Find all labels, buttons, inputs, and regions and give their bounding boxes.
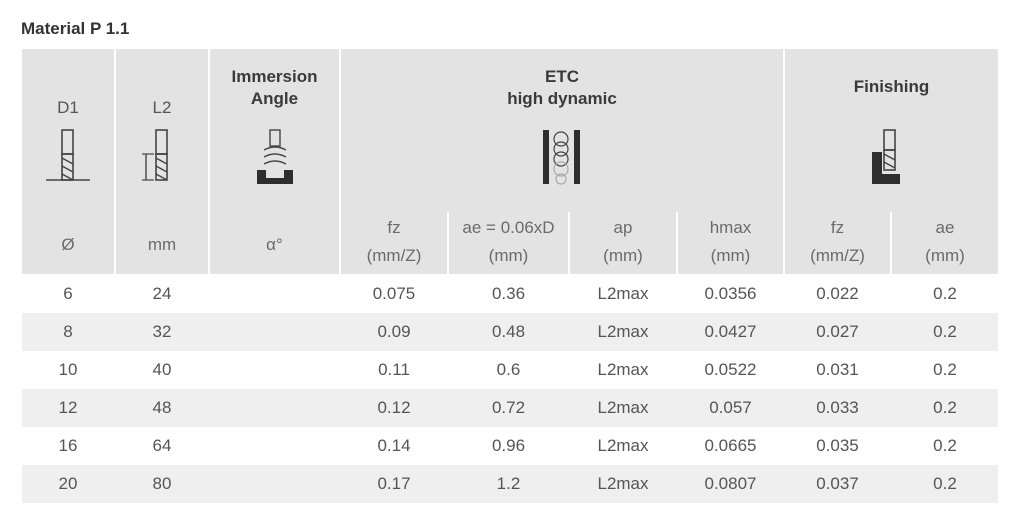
- unit-l2: mm: [147, 235, 177, 254]
- cell-ap: L2max: [597, 322, 649, 341]
- cell-l2: 40: [152, 360, 172, 379]
- cell-fz: 0.09: [377, 322, 411, 341]
- unit-hmax: hmax (mm): [709, 218, 752, 265]
- unit-ap: ap (mm): [603, 218, 643, 265]
- cell-ae-finishing: 0.2: [933, 398, 957, 417]
- cell-ae-etc: 0.6: [496, 360, 521, 379]
- cell-d1: 10: [58, 360, 78, 379]
- header-d1: D1: [57, 98, 79, 117]
- table-row: 8 32 0.09 0.48 L2max 0.0427 0.027 0.2: [22, 313, 998, 351]
- cell-fz-finishing: 0.037: [816, 474, 859, 493]
- cell-angle: [210, 351, 339, 389]
- unit-fz: fz (mm/Z): [366, 218, 422, 265]
- unit-angle: α°: [266, 235, 283, 254]
- cell-hmax: 0.0427: [704, 322, 757, 341]
- cell-ae-etc: 1.2: [496, 474, 521, 493]
- cell-ap: L2max: [597, 398, 649, 417]
- cell-fz-finishing: 0.022: [816, 284, 859, 303]
- cell-ap: L2max: [597, 474, 649, 493]
- unit-ae-etc: ae = 0.06xD (mm): [462, 218, 555, 265]
- cell-ap: L2max: [597, 436, 649, 455]
- column-divider: [783, 49, 785, 274]
- etc-trochoidal-icon: [543, 130, 580, 185]
- cell-hmax: 0.0522: [704, 360, 757, 379]
- cell-angle: [210, 389, 339, 427]
- column-divider: [339, 49, 341, 274]
- cell-angle: [210, 313, 339, 351]
- cell-hmax: 0.0356: [704, 284, 757, 303]
- table-header: [22, 49, 998, 274]
- cell-hmax: 0.057: [709, 398, 752, 417]
- cell-ae-etc: 0.96: [491, 436, 526, 455]
- cell-ap: L2max: [597, 360, 649, 379]
- cell-l2: 64: [152, 436, 172, 455]
- cell-ae-finishing: 0.2: [933, 284, 957, 303]
- cell-d1: 8: [63, 322, 73, 341]
- column-divider: [890, 212, 892, 274]
- cell-l2: 80: [152, 474, 172, 493]
- column-divider: [568, 212, 570, 274]
- cell-angle: [210, 427, 339, 465]
- cell-d1: 6: [63, 284, 73, 303]
- cell-fz: 0.17: [377, 474, 411, 493]
- immersion-angle-icon: [257, 129, 293, 184]
- finishing-icon: [872, 129, 900, 184]
- table-row: 6 24 0.075 0.36 L2max 0.0356 0.022 0.2: [22, 275, 998, 313]
- cell-l2: 48: [152, 398, 172, 417]
- cell-ae-etc: 0.72: [491, 398, 526, 417]
- cell-ae-finishing: 0.2: [933, 474, 957, 493]
- cell-hmax: 0.0665: [704, 436, 757, 455]
- unit-fz-finishing: fz (mm/Z): [810, 218, 865, 265]
- cell-angle: [210, 275, 339, 313]
- header-etc-high-dynamic: ETC high dynamic: [507, 67, 617, 108]
- cell-fz-finishing: 0.035: [816, 436, 859, 455]
- cell-fz: 0.14: [377, 436, 411, 455]
- column-divider: [676, 212, 678, 274]
- cell-ae-etc: 0.36: [491, 284, 526, 303]
- table-row: 12 48 0.12 0.72 L2max 0.057 0.033 0.2: [22, 389, 998, 427]
- cell-d1: 12: [58, 398, 78, 417]
- end-mill-diameter-icon: [46, 129, 90, 181]
- unit-d1: Ø: [61, 235, 75, 254]
- cell-ae-finishing: 0.2: [933, 360, 957, 379]
- table-row: 16 64 0.14 0.96 L2max 0.0665 0.035 0.2: [22, 427, 998, 465]
- cell-angle: [210, 465, 339, 503]
- cell-l2: 24: [152, 284, 172, 303]
- table-row: 10 40 0.11 0.6 L2max 0.0522 0.031 0.2: [22, 351, 998, 389]
- header-immersion-angle: Immersion Angle: [231, 67, 318, 108]
- table-title: Material P 1.1: [21, 19, 130, 38]
- column-divider: [114, 49, 116, 274]
- cell-hmax: 0.0807: [704, 474, 757, 493]
- header-l2: L2: [152, 98, 172, 117]
- column-divider: [447, 212, 449, 274]
- end-mill-length-icon: [142, 129, 168, 181]
- table-row: 20 80 0.17 1.2 L2max 0.0807 0.037 0.2: [22, 465, 998, 503]
- cell-l2: 32: [152, 322, 172, 341]
- cell-fz: 0.12: [377, 398, 411, 417]
- cell-fz: 0.075: [372, 284, 416, 303]
- cell-fz: 0.11: [378, 360, 410, 379]
- cell-d1: 20: [58, 474, 78, 493]
- cell-ae-finishing: 0.2: [933, 436, 957, 455]
- cell-fz-finishing: 0.031: [816, 360, 859, 379]
- cell-ae-finishing: 0.2: [933, 322, 957, 341]
- cell-ae-etc: 0.48: [491, 322, 526, 341]
- column-divider: [208, 49, 210, 274]
- cell-fz-finishing: 0.033: [816, 398, 859, 417]
- header-finishing: Finishing: [853, 77, 930, 96]
- cell-fz-finishing: 0.027: [816, 322, 859, 341]
- unit-ae-finishing: ae (mm): [925, 218, 965, 265]
- cell-ap: L2max: [597, 284, 649, 303]
- cell-d1: 16: [58, 436, 78, 455]
